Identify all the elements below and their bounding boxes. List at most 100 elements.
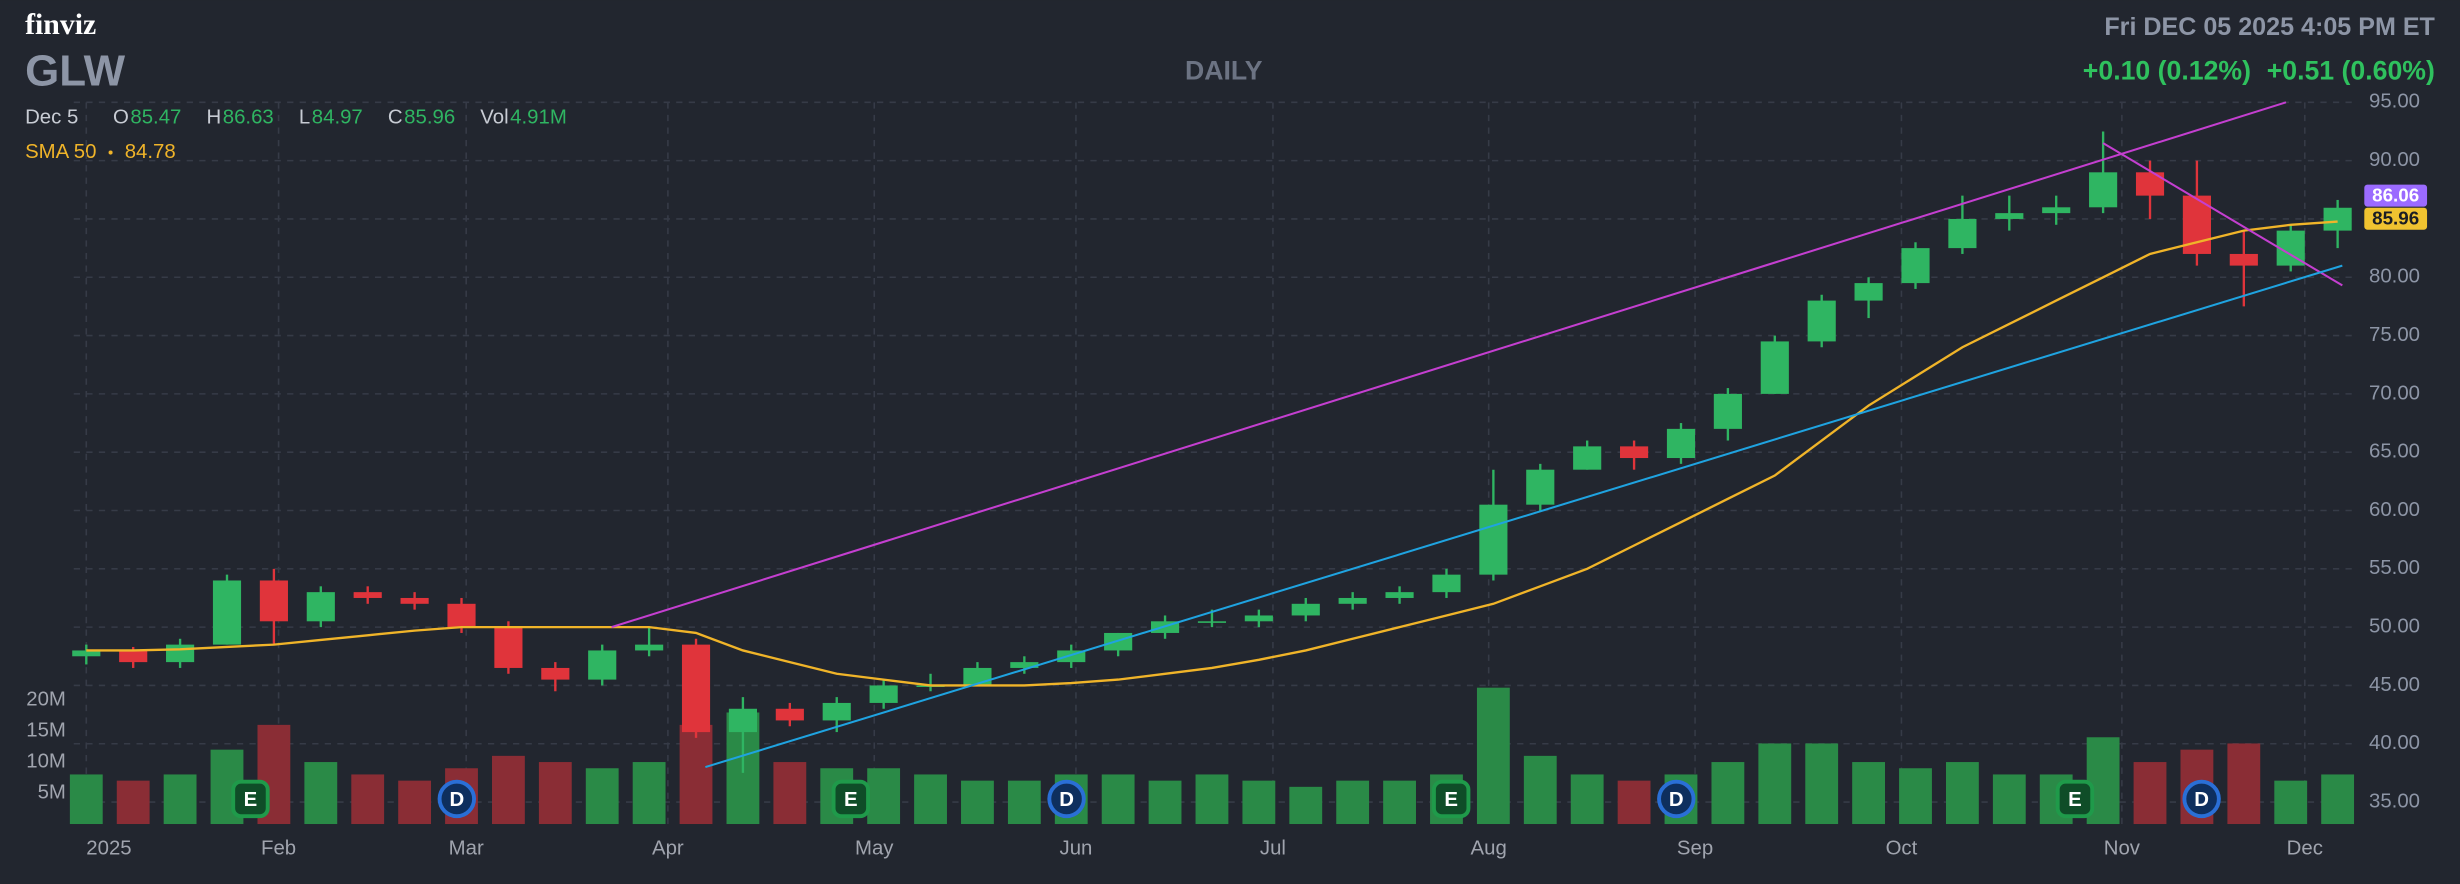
candle-body bbox=[588, 650, 617, 680]
candle-body bbox=[1197, 621, 1227, 623]
volume-bar bbox=[398, 780, 432, 825]
volume-bar bbox=[1148, 780, 1182, 825]
y-tick-label: 60.00 bbox=[2369, 499, 2420, 521]
candle-body bbox=[822, 702, 851, 721]
candle-body bbox=[1338, 597, 1367, 604]
trendline bbox=[2102, 142, 2343, 287]
volume-bar bbox=[538, 762, 572, 825]
event-marker bbox=[1431, 779, 1471, 819]
sma-line bbox=[86, 220, 2338, 687]
volume-bar bbox=[961, 780, 994, 825]
x-tick-label: May bbox=[855, 838, 894, 860]
sma-label: SMA 50 bbox=[25, 141, 96, 163]
candle-body bbox=[1666, 428, 1696, 459]
event-label: E bbox=[844, 789, 858, 811]
candle-body bbox=[72, 650, 101, 657]
event-label: D bbox=[449, 789, 464, 811]
quote-label: O bbox=[113, 106, 129, 128]
trendline bbox=[611, 101, 2287, 629]
candle-body bbox=[1760, 341, 1789, 394]
quote-label: Vol bbox=[480, 106, 508, 128]
event-marker bbox=[2055, 779, 2095, 819]
quote-value: 4.91M bbox=[510, 106, 567, 128]
quote-value: 85.96 bbox=[404, 106, 455, 128]
x-tick-label: Apr bbox=[652, 838, 684, 860]
event-marker bbox=[1657, 779, 1696, 819]
volume-bar bbox=[2274, 780, 2308, 825]
x-tick-label: Jun bbox=[1060, 838, 1093, 860]
candle-body bbox=[1432, 574, 1461, 593]
volume-bar bbox=[1992, 774, 2026, 825]
y-tick-label: 70.00 bbox=[2369, 382, 2420, 404]
y-tick-label: 65.00 bbox=[2369, 441, 2420, 463]
candle-body bbox=[259, 580, 288, 622]
volume-bar bbox=[2321, 774, 2355, 825]
candle-body bbox=[1385, 592, 1414, 598]
candle-body bbox=[166, 644, 195, 663]
candle-body bbox=[212, 580, 242, 645]
candle-body bbox=[447, 603, 476, 628]
event-marker bbox=[231, 779, 270, 819]
quote-value: 84.97 bbox=[312, 106, 363, 128]
candle-body bbox=[1291, 603, 1320, 616]
separator bbox=[108, 150, 113, 155]
ticker: GLW bbox=[25, 47, 126, 96]
volume-bar bbox=[867, 768, 901, 825]
volume-bar bbox=[1899, 768, 1932, 825]
candle-body bbox=[2135, 172, 2165, 196]
volume-bar bbox=[2227, 743, 2261, 825]
volume-tick-label: 5M bbox=[38, 781, 66, 803]
volume-bar bbox=[1336, 780, 1370, 825]
candle-body bbox=[635, 644, 664, 651]
volume-bar bbox=[1101, 774, 1135, 825]
x-tick-label: Aug bbox=[1471, 838, 1507, 860]
candle-body bbox=[2042, 207, 2071, 214]
candle-body bbox=[541, 667, 570, 680]
y-tick-label: 40.00 bbox=[2369, 732, 2420, 754]
quote-date: Dec 5 bbox=[25, 106, 78, 128]
candle-body bbox=[494, 627, 523, 668]
event-label: E bbox=[244, 789, 258, 811]
volume-bar bbox=[679, 724, 713, 825]
x-tick-label: Nov bbox=[2104, 838, 2141, 860]
y-tick-label: 90.00 bbox=[2369, 149, 2420, 171]
quote-value: 85.47 bbox=[130, 106, 181, 128]
candle-body bbox=[1244, 615, 1273, 622]
volume-bar bbox=[351, 774, 385, 825]
volume-bar bbox=[1805, 743, 1839, 825]
volume-bar bbox=[1242, 780, 1276, 825]
y-tick-label: 95.00 bbox=[2369, 91, 2420, 113]
volume-bar bbox=[1570, 774, 1604, 825]
candle-body bbox=[1573, 446, 1602, 470]
price-label: 85.96 bbox=[2372, 207, 2419, 228]
candle-body bbox=[353, 592, 382, 598]
quote-label: H bbox=[206, 106, 221, 128]
change: +0.10 (0.12%) bbox=[2083, 56, 2251, 86]
candle-body bbox=[2089, 172, 2118, 208]
event-marker bbox=[2182, 779, 2221, 819]
volume-bar bbox=[116, 780, 150, 825]
x-tick-label: Dec bbox=[2287, 838, 2323, 860]
datetime: Fri DEC 05 2025 4:05 PM ET bbox=[2104, 13, 2435, 41]
x-tick-label: Feb bbox=[261, 838, 296, 860]
volume-bar bbox=[914, 774, 947, 825]
candle-body bbox=[2323, 207, 2352, 231]
x-tick-label: 2025 bbox=[86, 838, 131, 860]
candle-body bbox=[1901, 248, 1930, 284]
y-tick-label: 75.00 bbox=[2369, 324, 2420, 346]
trendline bbox=[705, 264, 2343, 769]
volume-bar bbox=[773, 762, 807, 825]
volume-bar bbox=[1007, 780, 1041, 825]
quote-value: 86.63 bbox=[223, 106, 274, 128]
volume-bar bbox=[1758, 743, 1792, 825]
candle-body bbox=[728, 708, 757, 733]
price-label: 86.06 bbox=[2372, 184, 2419, 205]
x-tick-label: Oct bbox=[1886, 838, 1918, 860]
volume-bar bbox=[1617, 780, 1651, 825]
y-tick-label: 45.00 bbox=[2369, 674, 2420, 696]
quote-label: C bbox=[388, 106, 403, 128]
brand[interactable]: finviz bbox=[25, 8, 96, 41]
price-label-box bbox=[2364, 207, 2428, 230]
